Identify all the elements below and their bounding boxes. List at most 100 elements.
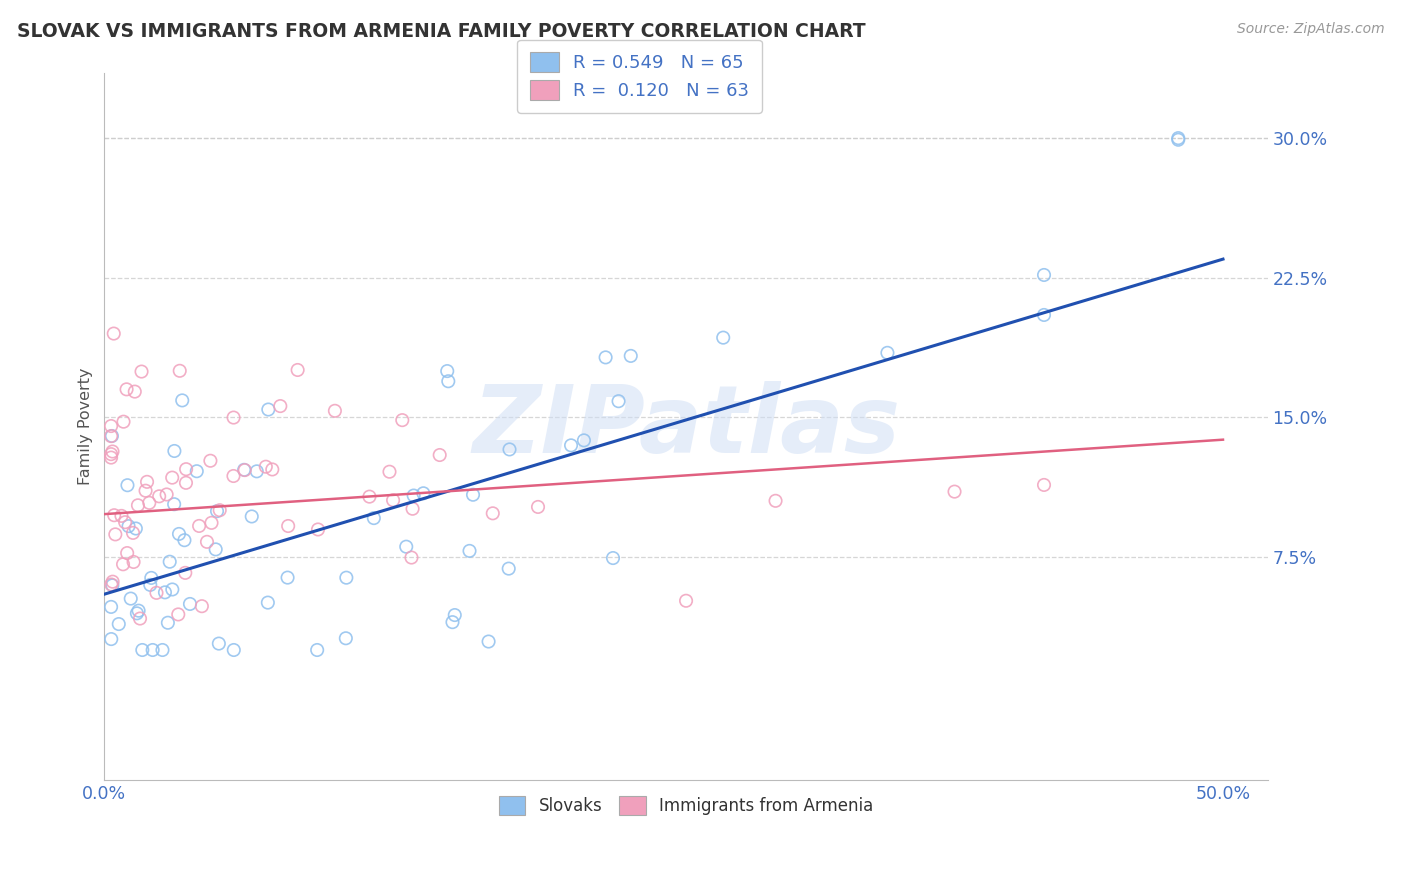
Point [402,489,425,503]
Point [436,364,458,378]
Point [101,578,124,592]
Point [1033,268,1056,282]
Point [307,523,329,537]
Point [172,393,194,408]
Point [152,643,174,657]
Point [114,515,136,529]
Point [363,511,385,525]
Point [391,413,413,427]
Point [131,365,153,379]
Point [607,394,630,409]
Point [145,586,167,600]
Point [257,596,280,610]
Point [195,534,218,549]
Point [441,615,464,629]
Point [208,637,231,651]
Point [359,490,381,504]
Point [107,617,129,632]
Point [142,643,165,657]
Point [246,464,269,478]
Point [135,483,157,498]
Point [1033,308,1056,322]
Point [186,464,208,478]
Point [163,444,186,458]
Point [120,591,142,606]
Point [401,501,423,516]
Point [112,558,135,572]
Point [163,497,186,511]
Point [103,326,125,341]
Point [174,566,197,580]
Point [675,594,697,608]
Point [115,382,138,396]
Point [595,351,617,365]
Point [222,410,245,425]
Text: SLOVAK VS IMMIGRANTS FROM ARMENIA FAMILY POVERTY CORRELATION CHART: SLOVAK VS IMMIGRANTS FROM ARMENIA FAMILY… [17,22,866,41]
Point [222,643,245,657]
Point [765,493,787,508]
Point [262,462,284,476]
Point [124,384,146,399]
Text: ZIPatlas: ZIPatlas [472,381,900,473]
Point [233,463,256,477]
Point [240,509,263,524]
Point [112,415,135,429]
Point [167,607,190,622]
Point [287,363,309,377]
Point [179,597,201,611]
Point [174,462,197,476]
Point [117,519,139,533]
Point [443,608,465,623]
Point [481,506,503,520]
Point [174,475,197,490]
Point [204,542,226,557]
Point [307,643,329,657]
Point [233,463,256,477]
Point [138,496,160,510]
Point [136,475,159,489]
Point [122,555,145,569]
Point [125,522,148,536]
Point [1033,478,1056,492]
Point [200,454,222,468]
Point [169,364,191,378]
Point [100,447,122,461]
Point [943,484,966,499]
Point [101,574,124,589]
Point [100,419,122,434]
Point [498,561,520,575]
Point [104,527,127,541]
Point [100,450,122,465]
Point [128,604,150,618]
Y-axis label: Family Poverty: Family Poverty [79,368,93,485]
Point [101,429,124,443]
Point [159,555,181,569]
Point [122,525,145,540]
Point [101,444,124,458]
Point [335,571,357,585]
Point [477,634,499,648]
Point [560,438,582,452]
Point [335,632,357,646]
Point [167,527,190,541]
Point [277,519,299,533]
Point [173,533,195,548]
Point [125,607,148,621]
Point [257,402,280,417]
Point [602,551,624,566]
Point [222,469,245,483]
Point [100,429,122,443]
Point [103,508,125,523]
Point [1167,131,1189,145]
Point [711,331,734,345]
Point [876,346,898,360]
Point [117,478,139,492]
Point [100,599,122,614]
Point [498,442,520,457]
Text: Source: ZipAtlas.com: Source: ZipAtlas.com [1237,22,1385,37]
Point [115,546,138,560]
Point [323,404,346,418]
Point [110,508,132,523]
Legend: Slovaks, Immigrants from Armenia: Slovaks, Immigrants from Armenia [489,787,883,825]
Point [269,399,291,413]
